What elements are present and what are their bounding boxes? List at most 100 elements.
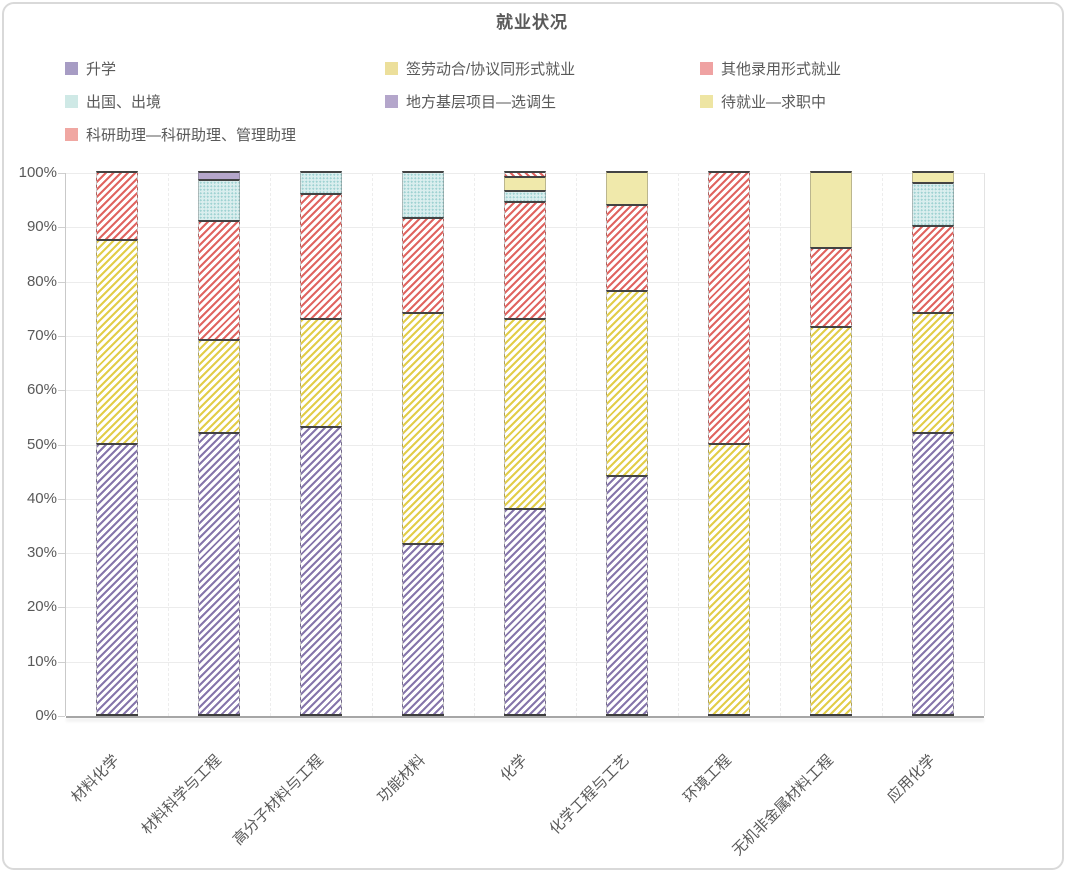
y-axis-label: 10% bbox=[26, 652, 57, 670]
legend-item: 科研助理—科研助理、管理助理 bbox=[65, 124, 385, 145]
legend-item-label: 升学 bbox=[86, 61, 117, 78]
bar-segment bbox=[606, 475, 648, 714]
legend-swatch-icon bbox=[385, 62, 398, 75]
bar bbox=[96, 171, 138, 716]
bar-segment bbox=[300, 171, 342, 193]
legend-swatch-icon bbox=[700, 62, 713, 75]
bar bbox=[810, 171, 852, 716]
bar-segment bbox=[300, 192, 342, 318]
y-axis-tick bbox=[58, 390, 65, 392]
gridline-v bbox=[372, 173, 373, 716]
y-axis-tick bbox=[58, 444, 65, 446]
legend-item-label: 出国、出境 bbox=[86, 94, 162, 111]
legend: 升学 签劳动合/协议同形式就业 其他录用形式就业出国、出境 地方基层项目—选调生 待就业… bbox=[65, 52, 1025, 151]
legend-item-label: 地方基层项目—选调生 bbox=[406, 94, 557, 111]
bar-segment bbox=[810, 171, 852, 248]
bar bbox=[708, 171, 750, 716]
legend-item: 其他录用形式就业 bbox=[700, 58, 1025, 79]
bar-segment bbox=[504, 190, 546, 201]
bar bbox=[402, 171, 444, 716]
y-axis-tick bbox=[58, 607, 65, 609]
bar bbox=[198, 171, 240, 716]
gridline-v bbox=[678, 173, 679, 716]
legend-swatch-icon bbox=[65, 62, 78, 75]
bar-segment bbox=[504, 317, 546, 508]
bar-segment bbox=[606, 171, 648, 204]
gridline-h bbox=[66, 716, 984, 718]
bar-segment bbox=[504, 200, 546, 318]
bar-segment bbox=[96, 238, 138, 443]
bar bbox=[912, 171, 954, 716]
gridline-v bbox=[474, 173, 475, 716]
legend-item: 签劳动合/协议同形式就业 bbox=[385, 58, 700, 79]
bar-segment bbox=[504, 507, 546, 714]
gridline-v bbox=[882, 173, 883, 716]
legend-swatch-icon bbox=[65, 95, 78, 108]
y-axis-tick bbox=[58, 227, 65, 229]
gridline-v bbox=[270, 173, 271, 716]
y-axis-label: 100% bbox=[18, 164, 57, 181]
legend-item: 升学 bbox=[65, 58, 385, 79]
y-axis-label: 50% bbox=[26, 435, 57, 453]
legend-item-label: 科研助理—科研助理、管理助理 bbox=[86, 127, 297, 144]
bar-segment bbox=[300, 317, 342, 427]
y-axis-tick bbox=[58, 716, 65, 717]
y-axis-tick bbox=[58, 498, 65, 500]
bar-segment bbox=[810, 247, 852, 326]
y-axis-label: 80% bbox=[26, 272, 57, 290]
bar-segment bbox=[810, 325, 852, 714]
legend-swatch-icon bbox=[700, 95, 713, 108]
y-axis-label: 0% bbox=[35, 707, 57, 724]
gridline-v bbox=[780, 173, 781, 716]
bar-segment bbox=[606, 203, 648, 291]
legend-item-label: 其他录用形式就业 bbox=[721, 61, 842, 78]
bar-segment bbox=[402, 217, 444, 313]
legend-item: 待就业—求职中 bbox=[700, 91, 1025, 112]
bar-segment bbox=[606, 290, 648, 476]
y-axis-label: 70% bbox=[26, 326, 57, 344]
bar-segment bbox=[198, 431, 240, 714]
bar-segment bbox=[198, 219, 240, 340]
gridline-v bbox=[576, 173, 577, 716]
y-axis-tick bbox=[58, 661, 65, 663]
plot-area bbox=[65, 171, 985, 718]
bar-segment bbox=[912, 181, 954, 226]
y-axis-label: 40% bbox=[26, 489, 57, 507]
bar-segment bbox=[198, 179, 240, 220]
bar-segment bbox=[96, 442, 138, 714]
bar-segment bbox=[402, 542, 444, 714]
legend-item-label: 待就业—求职中 bbox=[721, 94, 827, 111]
bar bbox=[300, 171, 342, 716]
legend-swatch-icon bbox=[65, 128, 78, 141]
bar-segment bbox=[504, 176, 546, 191]
y-axis-label: 90% bbox=[26, 218, 57, 236]
bar-segment bbox=[912, 312, 954, 432]
bar-segment bbox=[198, 171, 240, 180]
y-axis-label: 20% bbox=[26, 598, 57, 616]
legend-swatch-icon bbox=[385, 95, 398, 108]
bar-segment bbox=[402, 312, 444, 543]
y-axis-tick bbox=[58, 281, 65, 283]
bar bbox=[504, 171, 546, 716]
y-axis-label: 30% bbox=[26, 544, 57, 562]
bar-segment bbox=[912, 225, 954, 313]
legend-item-label: 签劳动合/协议同形式就业 bbox=[406, 61, 576, 78]
bar-segment bbox=[912, 171, 954, 182]
legend-item: 出国、出境 bbox=[65, 91, 385, 112]
bar-segment bbox=[912, 431, 954, 714]
legend-item: 地方基层项目—选调生 bbox=[385, 91, 700, 112]
bar-segment bbox=[300, 426, 342, 714]
y-axis-tick bbox=[58, 173, 65, 174]
chart-title: 就业状况 bbox=[496, 13, 568, 32]
bar-segment bbox=[504, 171, 546, 177]
y-axis-label: 60% bbox=[26, 381, 57, 399]
bar-segment bbox=[198, 339, 240, 432]
gridline-v bbox=[168, 173, 169, 716]
bar-segment bbox=[708, 442, 750, 714]
y-axis-tick bbox=[58, 335, 65, 337]
bar-segment bbox=[708, 171, 750, 443]
bar-segment bbox=[96, 171, 138, 239]
y-axis-tick bbox=[58, 553, 65, 555]
bar-segment bbox=[402, 171, 444, 218]
